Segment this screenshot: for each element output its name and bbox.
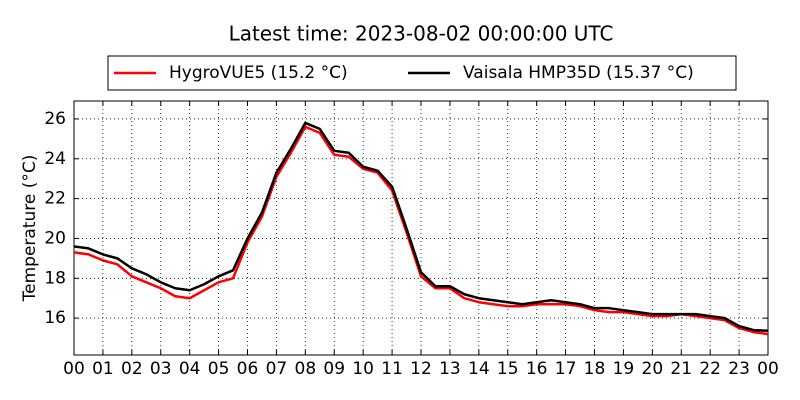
series-line — [73, 125, 769, 336]
x-tick-label: 20 — [642, 359, 664, 379]
x-tick-label: 17 — [555, 359, 577, 379]
x-tick-label: 00 — [63, 359, 85, 379]
y-tick-label: 24 — [44, 149, 66, 169]
x-tick-label: 21 — [670, 359, 692, 379]
x-tick-label: 18 — [584, 359, 606, 379]
chart-title: Latest time: 2023-08-02 00:00:00 UTC — [229, 22, 614, 46]
x-tick-label: 10 — [352, 359, 374, 379]
x-tick-label: 15 — [497, 359, 519, 379]
x-tick-label: 04 — [179, 359, 201, 379]
x-tick-label: 22 — [699, 359, 721, 379]
y-tick-label: 18 — [44, 268, 66, 288]
y-axis-label: Temperature (°C) — [20, 155, 40, 303]
x-tick-label: 12 — [410, 359, 432, 379]
x-tick-label: 23 — [728, 359, 750, 379]
y-tick-label: 26 — [44, 109, 66, 129]
x-tick-label: 06 — [237, 359, 259, 379]
x-tick-label: 14 — [468, 359, 490, 379]
legend-label: Vaisala HMP35D (15.37 °C) — [463, 63, 694, 83]
x-tick-label: 03 — [150, 359, 172, 379]
y-tick-label: 20 — [44, 228, 66, 248]
x-tick-label: 13 — [439, 359, 461, 379]
x-tick-label: 07 — [266, 359, 288, 379]
plot-frame — [73, 100, 769, 356]
series-line — [73, 121, 769, 332]
x-tick-label: 19 — [613, 359, 635, 379]
y-tick-label: 16 — [44, 308, 66, 328]
x-tick-label: 00 — [757, 359, 779, 379]
x-tick-label: 09 — [323, 359, 345, 379]
y-tick-label: 22 — [44, 189, 66, 209]
x-tick-label: 01 — [92, 359, 114, 379]
x-tick-label: 11 — [381, 359, 403, 379]
x-tick-label: 02 — [121, 359, 143, 379]
x-tick-label: 16 — [526, 359, 548, 379]
x-tick-label: 05 — [208, 359, 230, 379]
x-tick-label: 08 — [295, 359, 317, 379]
legend-label: HygroVUE5 (15.2 °C) — [169, 63, 348, 83]
